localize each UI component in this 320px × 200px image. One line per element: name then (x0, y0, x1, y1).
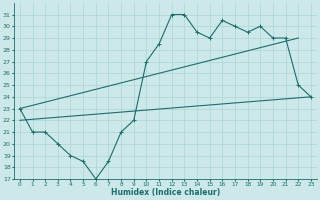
X-axis label: Humidex (Indice chaleur): Humidex (Indice chaleur) (111, 188, 220, 197)
